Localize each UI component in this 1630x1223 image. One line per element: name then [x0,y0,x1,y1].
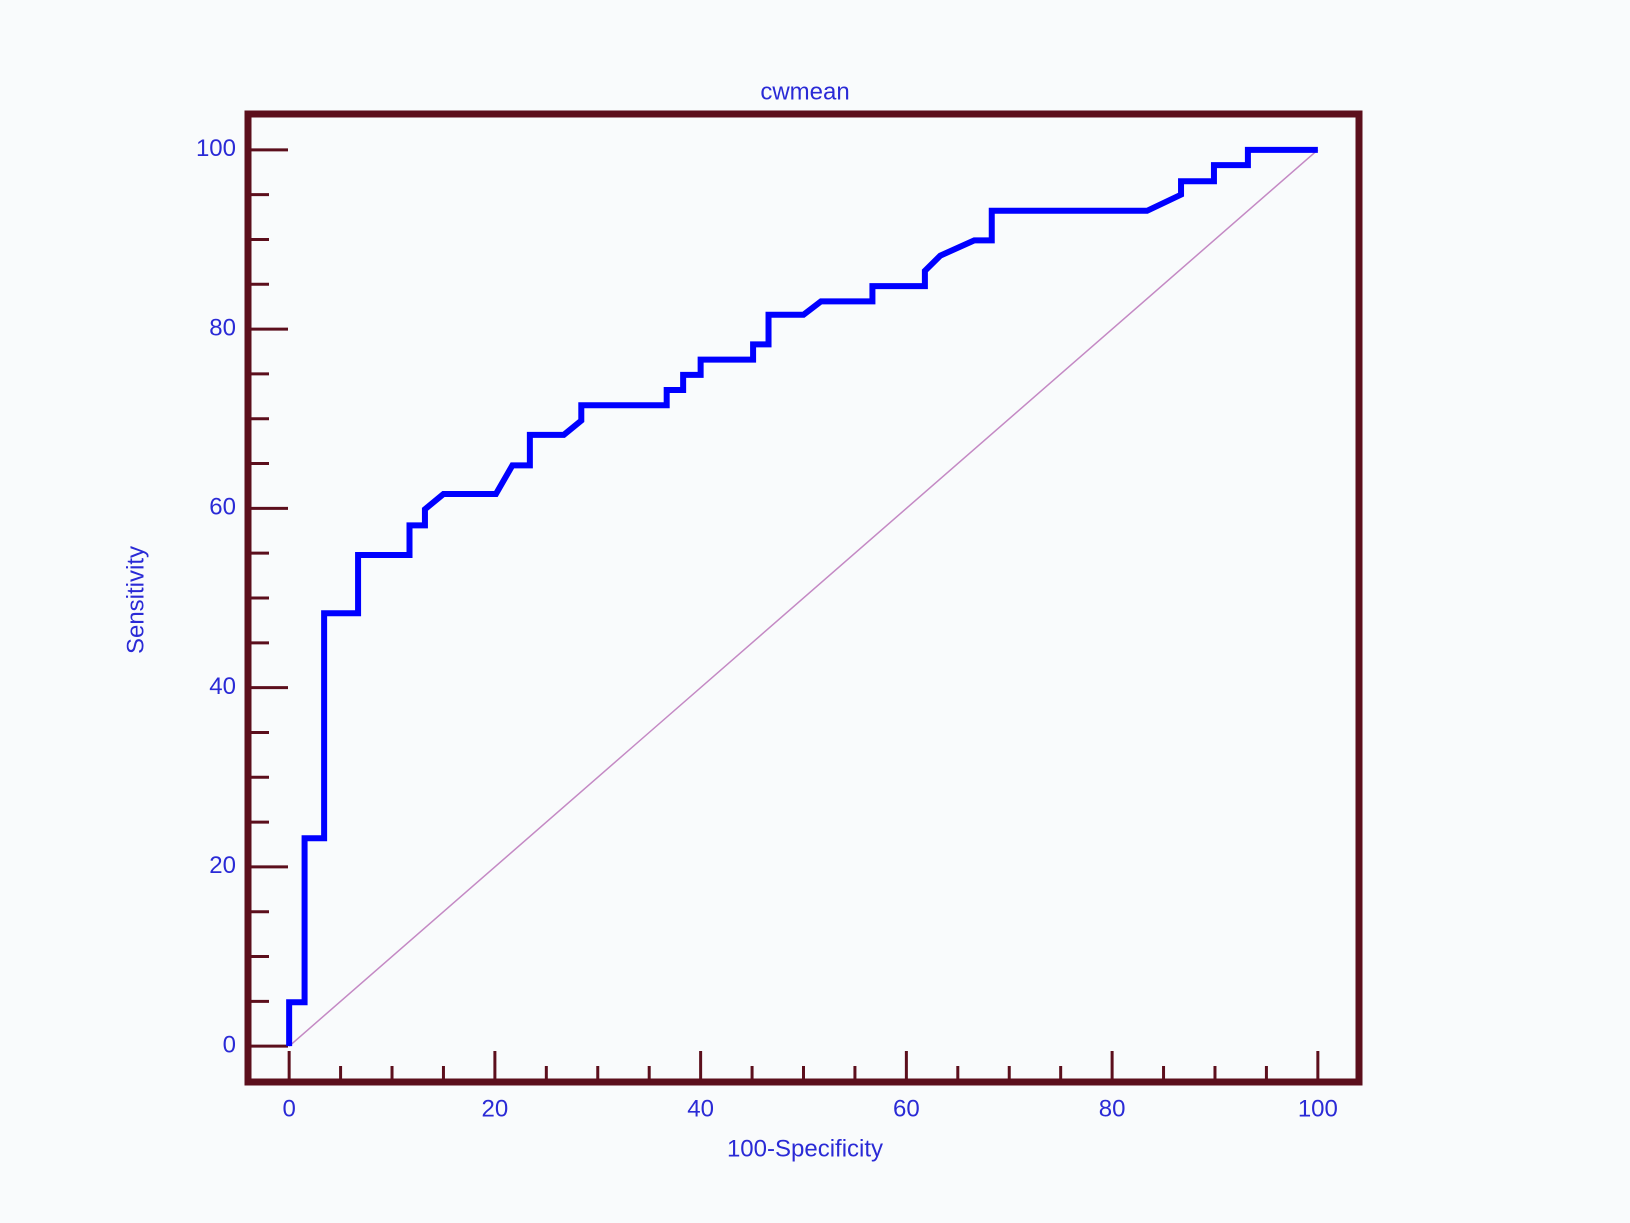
roc-curve [286,146,1318,1047]
x-tick-label: 40 [687,1095,714,1122]
y-tick-label: 40 [209,673,236,700]
y-tick-label: 0 [223,1031,236,1058]
x-tick-label: 20 [482,1095,509,1122]
x-tick-label: 80 [1099,1095,1126,1122]
x-tick-label: 100 [1298,1095,1338,1122]
reference-line [288,149,1319,1047]
x-tick-label: 60 [893,1095,920,1122]
x-tick-label: 0 [282,1095,295,1122]
x-axis-label: 100-Specificity [727,1135,883,1162]
y-tick-label: 100 [196,135,236,162]
y-tick-label: 60 [209,494,236,521]
y-tick-label: 80 [209,314,236,341]
y-axis-label: Sensitivity [122,546,149,654]
y-tick-label: 20 [209,852,236,879]
chart-title: cwmean [760,78,849,105]
